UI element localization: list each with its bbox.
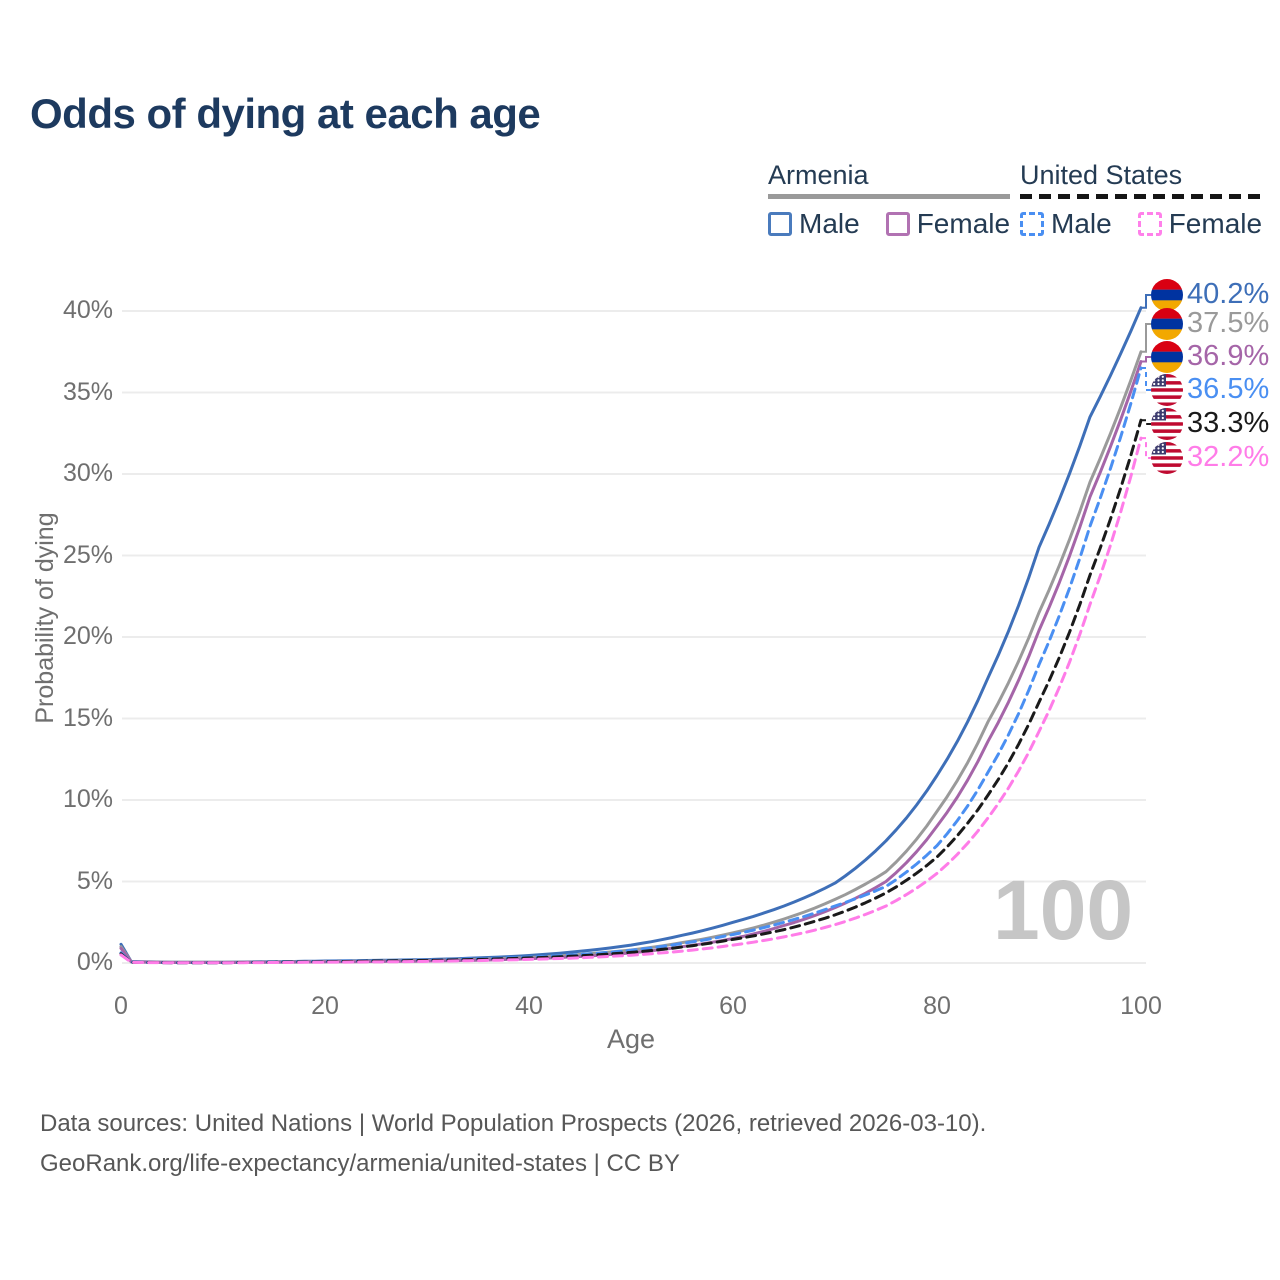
series-line-united-states-female xyxy=(119,436,1143,965)
armenia-male-checkbox-icon[interactable] xyxy=(768,212,792,236)
armenia-female-checkbox-icon[interactable] xyxy=(885,212,910,236)
label-connector xyxy=(1141,294,1151,309)
x-tick-label: 60 xyxy=(719,992,747,1020)
y-tick-label: 0% xyxy=(76,948,113,976)
end-label-united-states-male: 36.5% xyxy=(1187,373,1270,405)
x-tick-label: 80 xyxy=(923,992,951,1020)
end-label-armenia-male: 40.2% xyxy=(1187,278,1270,310)
united-states-line-sample xyxy=(1020,194,1263,199)
attribution-line: GeoRank.org/life-expectancy/armenia/unit… xyxy=(40,1150,680,1177)
x-axis-title: Age xyxy=(606,1024,656,1054)
us-female-checkbox-icon[interactable] xyxy=(1137,212,1162,236)
y-tick-label: 40% xyxy=(62,296,113,324)
us-flag-icon xyxy=(1151,442,1183,474)
armenia-line-sample xyxy=(768,194,1011,199)
us-flag-icon xyxy=(1151,374,1183,406)
label-connector xyxy=(1141,367,1151,391)
legend-label: Male xyxy=(799,208,860,239)
series-line-armenia-female xyxy=(119,360,1143,964)
y-tick-label: 30% xyxy=(62,459,113,487)
legend-label: Female xyxy=(1168,208,1263,239)
legend-header-united-states: United States xyxy=(1020,160,1183,190)
label-connector xyxy=(1141,356,1151,363)
y-tick-label: 10% xyxy=(62,785,113,813)
series-line-united-states-male xyxy=(119,366,1143,965)
label-connector xyxy=(1141,419,1151,425)
x-tick-label: 20 xyxy=(311,992,339,1020)
x-tick-label: 100 xyxy=(1120,992,1162,1020)
y-tick-label: 5% xyxy=(76,866,113,895)
legend-group-armenia: Armenia Male Female xyxy=(768,160,1011,240)
legend-label: Female xyxy=(916,208,1011,239)
y-tick-label: 20% xyxy=(62,622,113,650)
age-watermark: 100 xyxy=(993,863,1134,957)
label-connector xyxy=(1141,437,1151,459)
x-tick-label: 0 xyxy=(114,992,128,1020)
legend-item-us-female[interactable]: Female xyxy=(1137,208,1263,240)
y-tick-label: 15% xyxy=(62,703,113,732)
legend-item-armenia-male[interactable]: Male xyxy=(768,208,860,240)
legend-item-armenia-female[interactable]: Female xyxy=(885,208,1011,240)
legend-header-armenia: Armenia xyxy=(768,160,869,190)
us-male-checkbox-icon[interactable] xyxy=(1020,212,1044,236)
end-label-armenia-female: 36.9% xyxy=(1187,340,1270,372)
page-title: Odds of dying at each age xyxy=(30,90,541,137)
end-label-united-states: 33.3% xyxy=(1187,407,1270,439)
us-flag-icon xyxy=(1151,408,1183,440)
armenia-flag-icon xyxy=(1151,279,1183,311)
x-tick-label: 40 xyxy=(515,992,543,1020)
label-connector xyxy=(1141,323,1151,353)
data-sources-line: Data sources: United Nations | World Pop… xyxy=(40,1110,987,1137)
legend-group-united-states: United States Male Female xyxy=(1020,160,1263,240)
legend-item-us-male[interactable]: Male xyxy=(1020,208,1112,240)
series-line-armenia xyxy=(119,350,1143,964)
y-tick-label: 25% xyxy=(62,540,113,569)
armenia-flag-icon xyxy=(1151,308,1183,340)
legend-label: Male xyxy=(1051,208,1112,239)
series-line-armenia-male xyxy=(119,306,1143,964)
y-tick-label: 35% xyxy=(62,377,113,406)
armenia-flag-icon xyxy=(1151,341,1183,373)
end-label-united-states-female: 32.2% xyxy=(1187,441,1270,473)
end-label-armenia: 37.5% xyxy=(1187,307,1270,339)
